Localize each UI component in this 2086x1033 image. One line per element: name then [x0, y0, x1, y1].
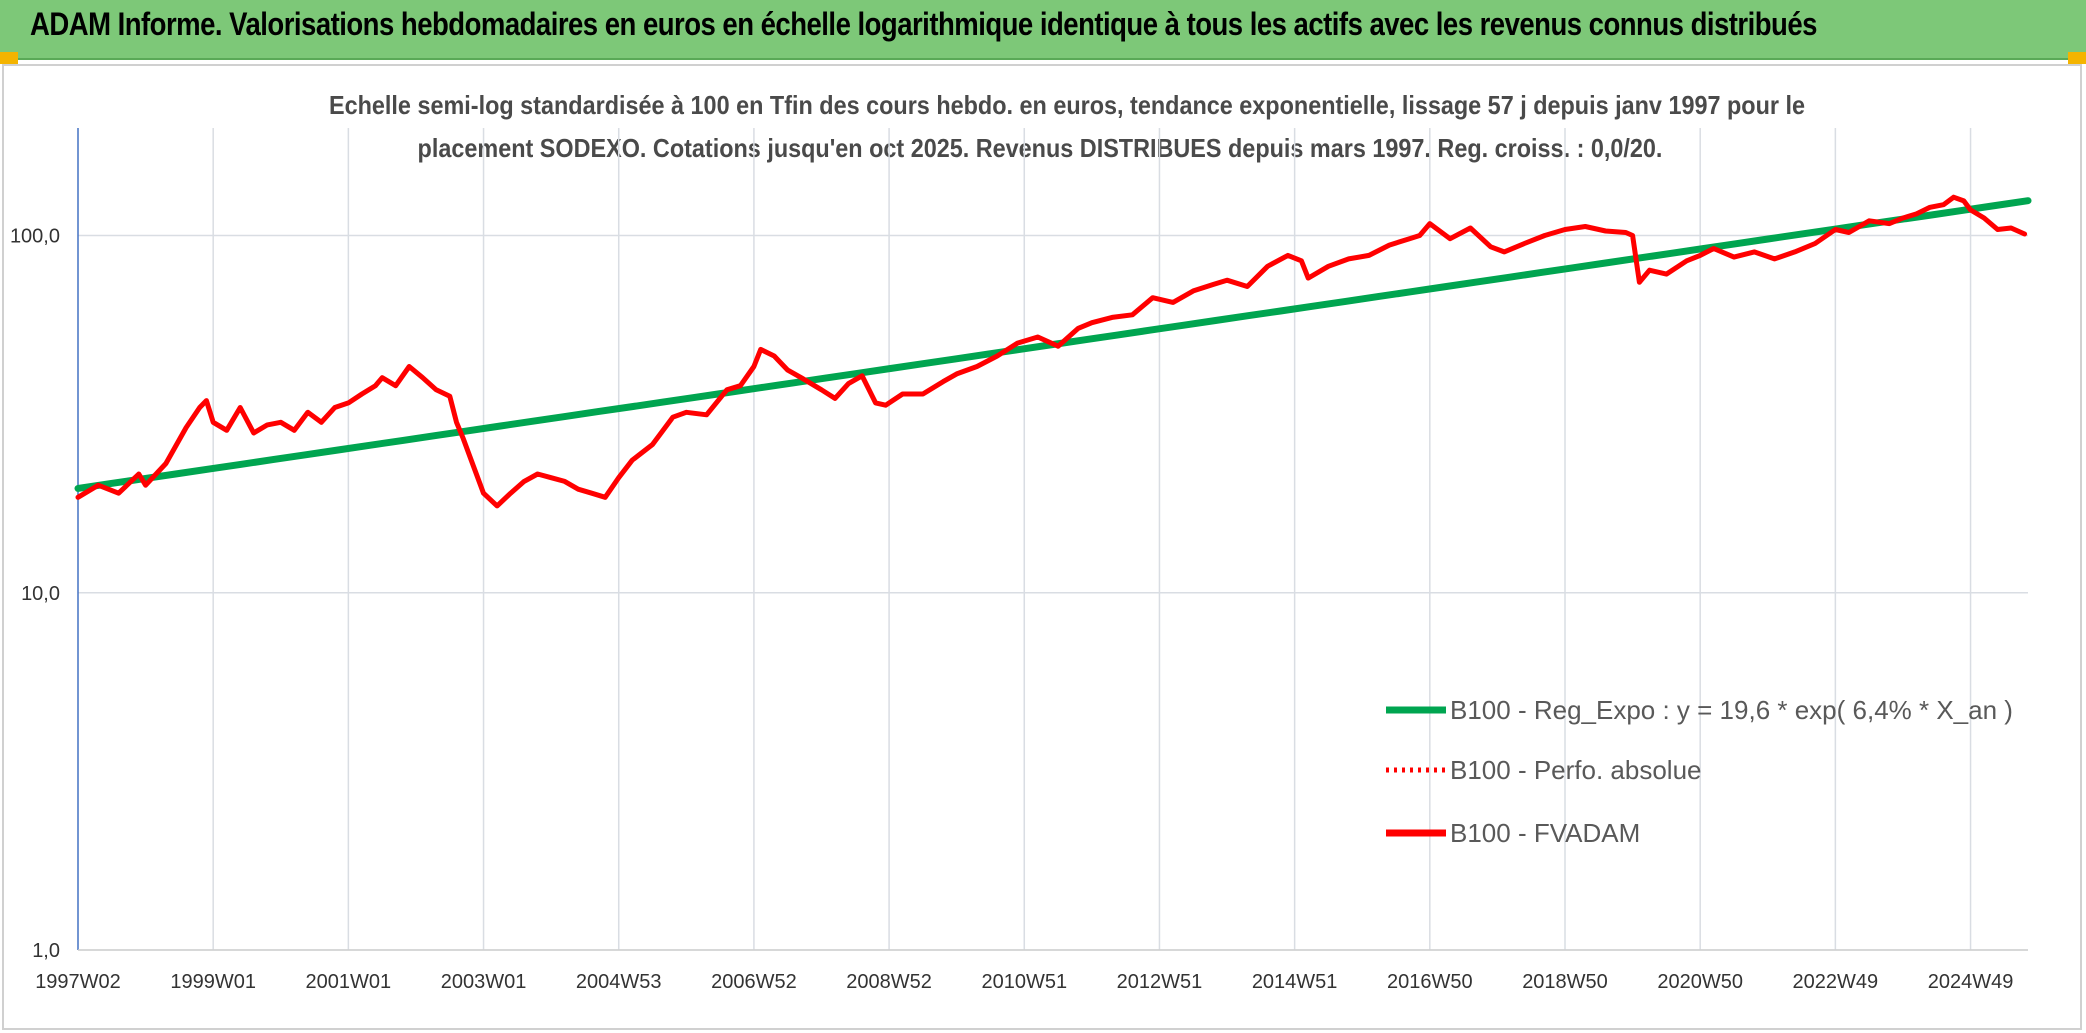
legend-item-perfo-absolue-label: B100 - Perfo. absolue — [1450, 755, 1702, 785]
x-tick-label: 2018W50 — [1522, 971, 1608, 993]
chart-frame — [2, 64, 2082, 1030]
x-tick-label: 2014W51 — [1252, 971, 1338, 993]
x-tick-label: 2003W01 — [441, 971, 527, 993]
x-tick-label: 2022W49 — [1793, 971, 1879, 993]
chart-title-line1: Echelle semi-log standardisée à 100 en T… — [329, 90, 1806, 120]
x-tick-label: 1999W01 — [170, 971, 256, 993]
y-tick-label: 1,0 — [32, 940, 60, 962]
x-tick-label: 2006W52 — [711, 971, 797, 993]
x-tick-label: 2020W50 — [1657, 971, 1743, 993]
x-tick-label: 2001W01 — [306, 971, 392, 993]
page-title: ADAM Informe. Valorisations hebdomadaire… — [30, 6, 1817, 42]
x-tick-label: 2012W51 — [1117, 971, 1203, 993]
x-tick-label: 1997W02 — [35, 971, 121, 993]
legend-item-reg-expo-label: B100 - Reg_Expo : y = 19,6 * exp( 6,4% *… — [1450, 695, 2013, 725]
legend-item-fvadam-label: B100 - FVADAM — [1450, 818, 1640, 848]
x-tick-label: 2008W52 — [846, 971, 932, 993]
corner-marker-right — [2068, 52, 2086, 64]
x-tick-label: 2024W49 — [1928, 971, 2014, 993]
x-tick-label: 2004W53 — [576, 971, 662, 993]
series-line-fvadam — [75, 194, 2028, 509]
chart-title-line2: placement SODEXO. Cotations jusqu'en oct… — [417, 133, 1663, 163]
corner-marker-left — [0, 52, 18, 64]
x-tick-label: 2010W51 — [981, 971, 1067, 993]
header-banner: ADAM Informe. Valorisations hebdomadaire… — [0, 0, 2086, 60]
x-tick-label: 2016W50 — [1387, 971, 1473, 993]
y-tick-label: 100,0 — [10, 226, 60, 248]
y-tick-label: 10,0 — [21, 583, 60, 605]
